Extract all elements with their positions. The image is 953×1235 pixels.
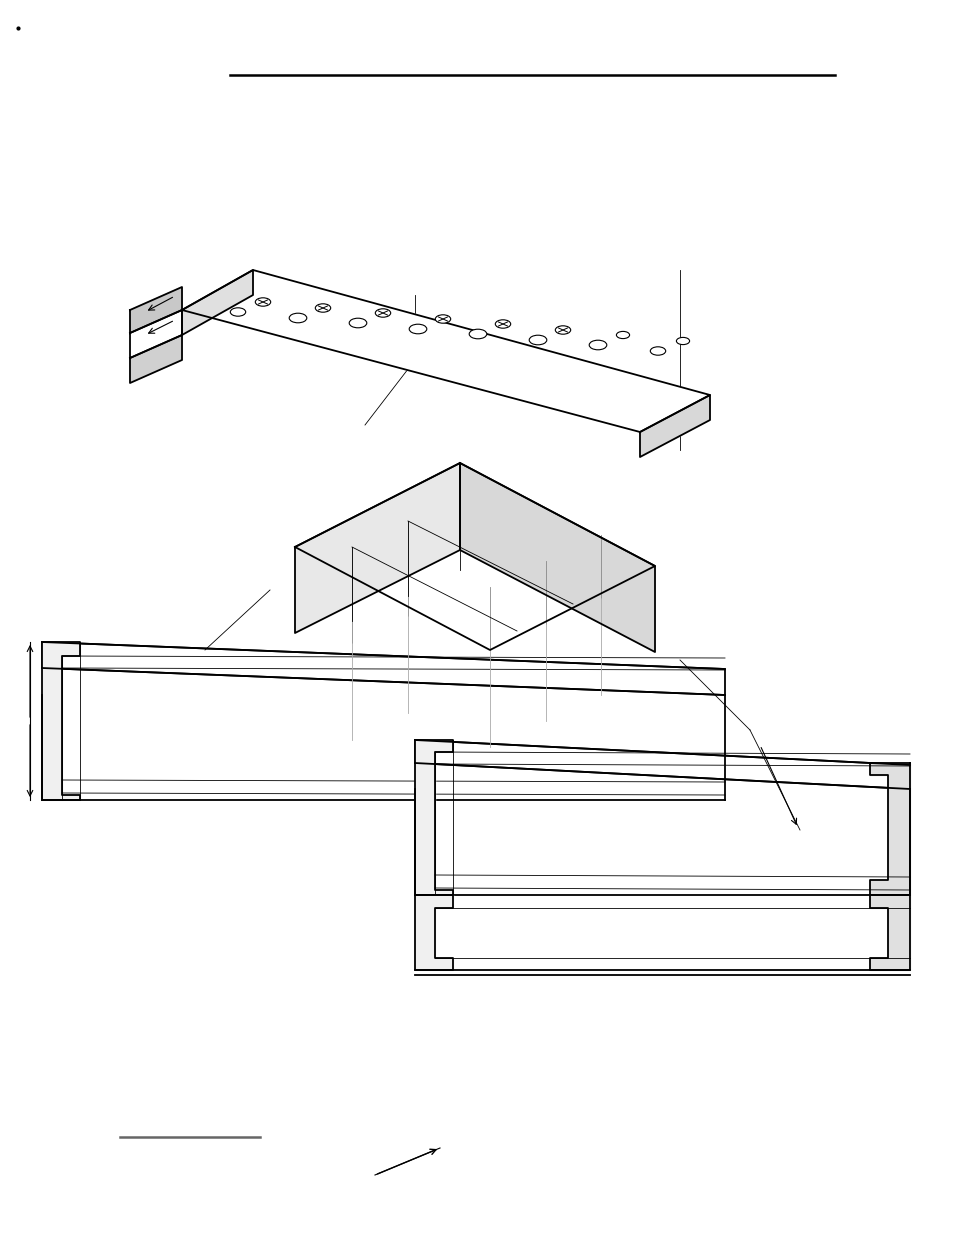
Ellipse shape [650, 347, 665, 356]
Polygon shape [182, 270, 709, 432]
Ellipse shape [616, 331, 629, 338]
Polygon shape [182, 270, 253, 335]
Polygon shape [294, 463, 655, 650]
Polygon shape [130, 287, 182, 333]
Ellipse shape [589, 340, 606, 350]
Ellipse shape [676, 337, 689, 345]
Polygon shape [42, 642, 80, 800]
Polygon shape [294, 463, 459, 634]
Ellipse shape [349, 319, 366, 327]
Ellipse shape [495, 320, 510, 329]
Polygon shape [42, 642, 724, 695]
Ellipse shape [469, 330, 486, 338]
Polygon shape [130, 335, 182, 383]
Polygon shape [869, 763, 909, 895]
Polygon shape [459, 463, 655, 652]
Ellipse shape [230, 308, 246, 316]
Polygon shape [869, 895, 909, 969]
Ellipse shape [375, 309, 391, 317]
Polygon shape [415, 740, 453, 895]
Ellipse shape [529, 335, 546, 345]
Polygon shape [415, 895, 453, 969]
Ellipse shape [315, 304, 331, 312]
Ellipse shape [409, 325, 426, 333]
Ellipse shape [255, 298, 271, 306]
Polygon shape [415, 740, 909, 789]
Ellipse shape [289, 314, 307, 322]
Polygon shape [130, 310, 182, 358]
Ellipse shape [555, 326, 570, 335]
Polygon shape [639, 395, 709, 457]
Ellipse shape [435, 315, 450, 324]
